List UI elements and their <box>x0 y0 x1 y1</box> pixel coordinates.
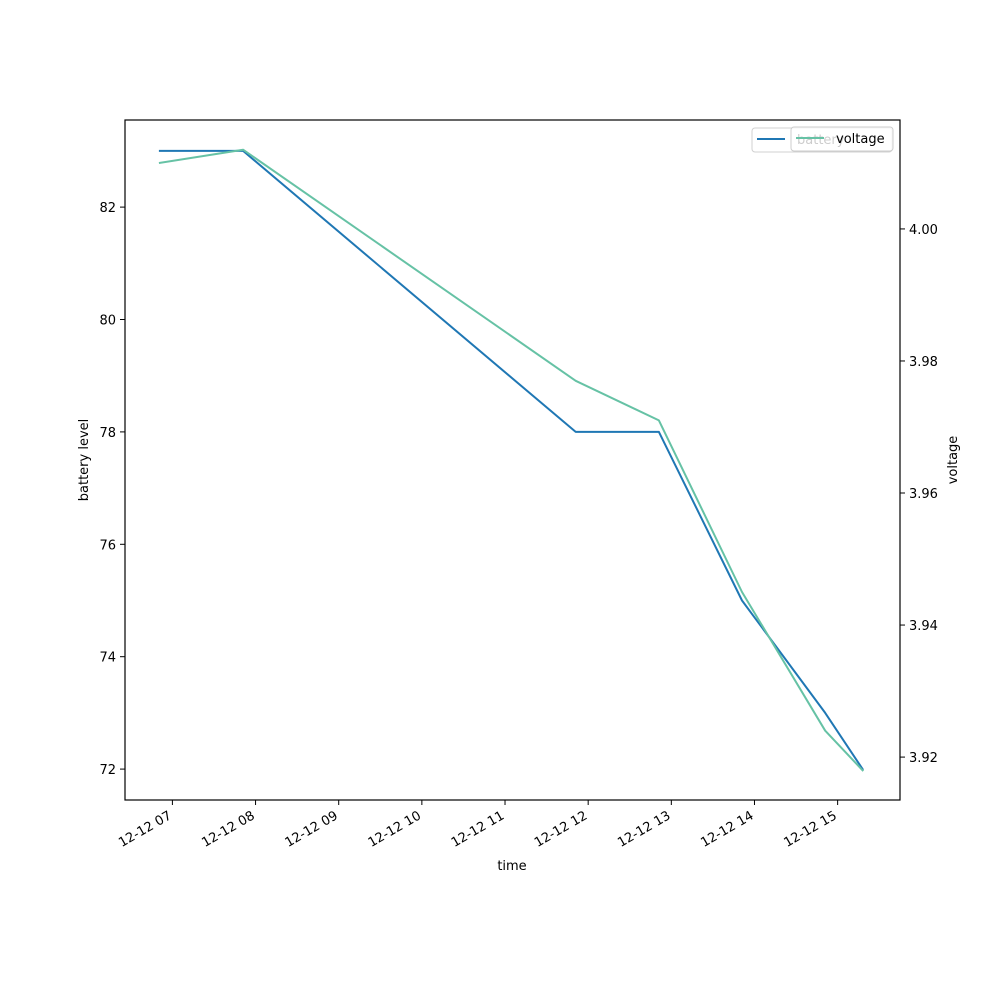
legend-label-voltage: voltage <box>836 132 885 147</box>
series-line-voltage <box>158 148 865 772</box>
y-left-tick-label: 72 <box>99 763 116 778</box>
legend: batteryvoltage <box>751 126 894 153</box>
y-left-tick-label: 80 <box>99 314 116 329</box>
y-left-tick-label: 82 <box>99 201 116 216</box>
y-right-tick-label: 3.94 <box>909 619 938 634</box>
y-right-tick-label: 3.98 <box>909 355 938 370</box>
y-right-tick-label: 4.00 <box>909 223 938 238</box>
x-axis-label: time <box>497 859 526 874</box>
y-left-tick-label: 74 <box>99 651 116 666</box>
plot-area <box>158 148 865 772</box>
y-right-tick-label: 3.96 <box>909 487 938 502</box>
y-left-tick-label: 76 <box>99 538 116 553</box>
y-right-tick-label: 3.92 <box>909 751 938 766</box>
y-left-tick-label: 78 <box>99 426 116 441</box>
y-axis-left-label: battery level <box>77 419 92 502</box>
legend-box-voltage <box>790 126 894 152</box>
plot-frame <box>124 119 901 801</box>
y-axis-right-label: voltage <box>946 436 961 485</box>
